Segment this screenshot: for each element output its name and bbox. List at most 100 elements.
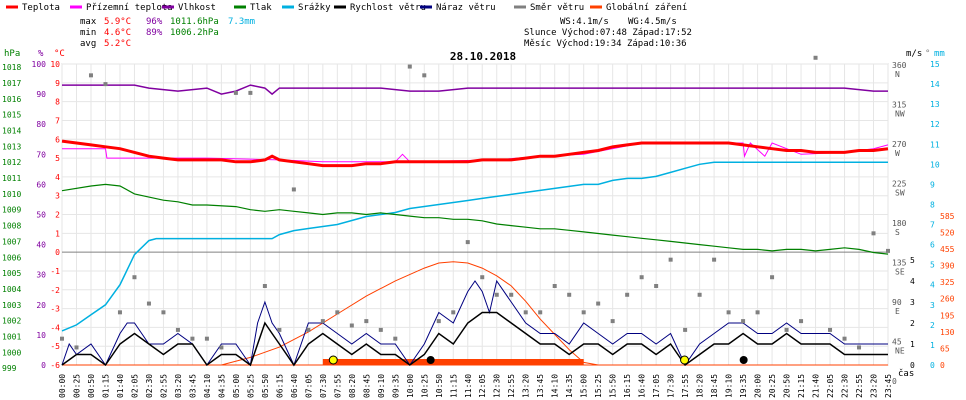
series-direction-point xyxy=(741,319,746,324)
x-tick-label: 16:15 xyxy=(623,374,632,398)
tick-press: 1000 xyxy=(2,348,21,357)
tick-dir-name: W xyxy=(895,149,900,158)
legend-label: Tlak xyxy=(250,3,272,13)
x-tick-label: 13:45 xyxy=(536,374,545,398)
tick-temp: -2 xyxy=(50,286,60,295)
tick-temp: -3 xyxy=(50,305,60,314)
axis-unit-rain: mm xyxy=(934,49,945,59)
stats-block: max 5.9°C 96% 1011.6hPa 7.3mm min 4.6°C 89% 1006… xyxy=(80,17,255,49)
tick-wind: 0 xyxy=(910,361,915,370)
tick-rain: 0 xyxy=(930,361,935,370)
x-tick-label: 22:55 xyxy=(855,374,864,398)
stats-hum: 89% xyxy=(146,28,163,38)
x-tick-label: 09:35 xyxy=(391,374,400,398)
series-direction-point xyxy=(842,336,847,341)
series-direction-point xyxy=(436,319,441,324)
tick-press: 1002 xyxy=(2,317,21,326)
tick-wind: 2 xyxy=(910,319,915,328)
series-direction-point xyxy=(248,90,253,95)
tick-rain: 14 xyxy=(930,80,940,89)
series-temperature xyxy=(61,139,889,168)
series-direction-point xyxy=(175,327,180,332)
stats-temp: 4.6°C xyxy=(104,28,131,38)
tick-dir-name: E xyxy=(895,307,900,316)
x-tick-label: 03:45 xyxy=(188,374,197,398)
x-tick-label: 05:50 xyxy=(261,374,270,398)
series-direction-point xyxy=(799,319,804,324)
x-tick-label: 02:05 xyxy=(130,374,139,398)
series-direction-point xyxy=(480,275,485,280)
series-direction-point xyxy=(581,310,586,315)
tick-press: 1008 xyxy=(2,222,21,231)
tick-temp: 7 xyxy=(55,116,60,125)
tick-press: 1015 xyxy=(2,111,21,120)
x-tick-label: 15:25 xyxy=(594,374,603,398)
series-direction-point xyxy=(828,327,833,332)
tick-press: 1009 xyxy=(2,206,21,215)
tick-rad: 0 xyxy=(940,361,945,370)
tick-hum: 50 xyxy=(36,211,46,220)
tick-hum: 10 xyxy=(36,331,46,340)
x-tick-label: 04:10 xyxy=(203,374,212,398)
x-tick-label: 18:20 xyxy=(696,374,705,398)
tick-temp: 4 xyxy=(55,173,60,182)
x-tick-label: 00:50 xyxy=(87,374,96,398)
tick-temp: -1 xyxy=(50,267,60,276)
tick-temp: -4 xyxy=(50,323,60,332)
series-direction-point xyxy=(320,319,325,324)
x-tick-label: 16:40 xyxy=(638,374,647,398)
x-tick-label: 21:15 xyxy=(797,374,806,398)
tick-dir: 180 xyxy=(892,219,907,228)
info-moon: Měsíc Východ:19:34 Západ:10:36 xyxy=(524,39,687,49)
tick-rain: 10 xyxy=(930,160,940,169)
tick-dir: 45 xyxy=(892,338,902,347)
axis-unit-press: hPa xyxy=(4,49,20,59)
tick-press: 1010 xyxy=(2,190,21,199)
series-direction-point xyxy=(378,327,383,332)
series-direction-point xyxy=(465,240,470,245)
x-tick-label: 06:15 xyxy=(275,374,284,398)
legend-label: Směr větru xyxy=(530,3,584,13)
series-direction-point xyxy=(552,284,557,288)
x-tick-label: 12:05 xyxy=(478,374,487,398)
x-tick-label: 18:45 xyxy=(710,374,719,398)
series-direction-point xyxy=(146,301,151,306)
series-direction-point xyxy=(639,275,644,280)
tick-press: 1017 xyxy=(2,79,21,88)
series-direction-point xyxy=(335,310,340,315)
series-direction-point xyxy=(393,336,398,341)
x-tick-label: 19:35 xyxy=(739,374,748,398)
tick-press: 1016 xyxy=(2,95,21,104)
tick-temp: 5 xyxy=(55,154,60,163)
series-direction-point xyxy=(886,248,890,253)
tick-rain: 6 xyxy=(930,241,935,250)
series-direction-point xyxy=(523,310,528,315)
x-tick-label: 00:00 xyxy=(58,374,67,398)
tick-dir-name: NW xyxy=(895,110,905,119)
x-tick-label: 11:40 xyxy=(464,374,473,398)
x-tick-label: 23:45 xyxy=(884,374,893,398)
tick-dir: 270 xyxy=(892,140,907,149)
x-tick-label: 17:55 xyxy=(681,374,690,398)
legend-label: Přízemní teplota xyxy=(86,3,173,13)
series-direction-point xyxy=(712,257,717,262)
tick-press: 1006 xyxy=(2,253,21,262)
series-direction-point xyxy=(697,292,702,297)
x-tick-label: 10:25 xyxy=(420,374,429,398)
tick-dir-name: SE xyxy=(895,268,905,277)
tick-press: 1013 xyxy=(2,142,21,151)
x-tick-label: 12:30 xyxy=(493,374,502,398)
tick-hum: 20 xyxy=(36,301,46,310)
series-gust xyxy=(61,279,888,367)
tick-rain: 2 xyxy=(930,321,935,330)
x-axis-unit: čas xyxy=(898,368,914,379)
tick-temp: 3 xyxy=(55,192,60,201)
x-tick-label: 07:30 xyxy=(319,374,328,398)
x-tick-label: 10:00 xyxy=(406,374,415,398)
series-direction-point xyxy=(509,292,514,297)
stats-rain: 7.3mm xyxy=(228,17,255,27)
tick-rain: 11 xyxy=(930,140,940,149)
legend-label: Náraz větru xyxy=(436,3,496,13)
tick-rain: 12 xyxy=(930,120,940,129)
